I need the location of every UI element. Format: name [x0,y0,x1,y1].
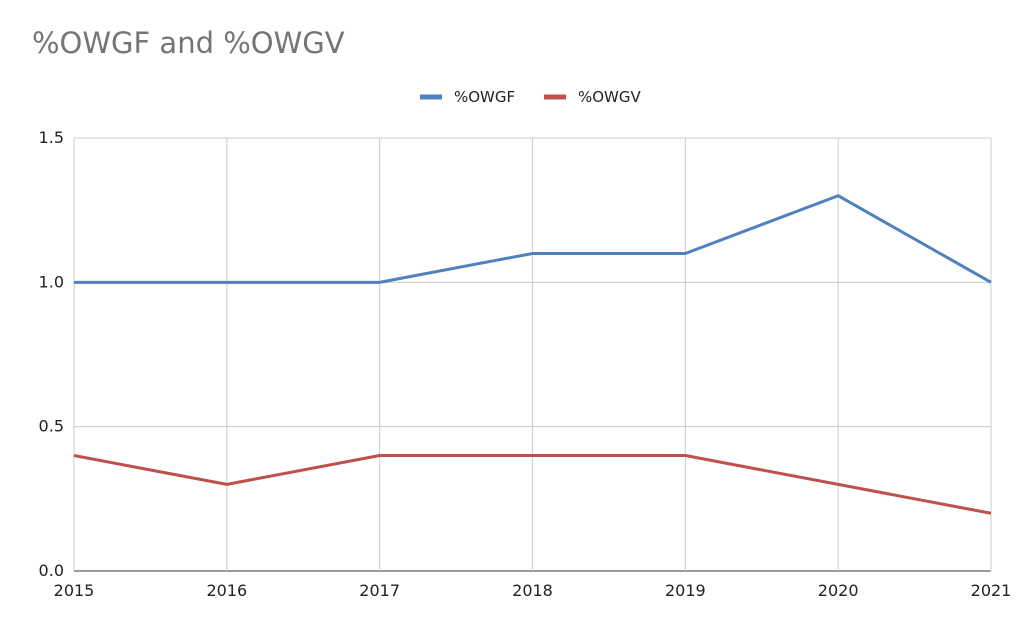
y-tick-label: 1.0 [39,272,64,291]
x-tick-label: 2019 [665,581,706,600]
x-tick-label: 2018 [512,581,553,600]
chart-title: %OWGF and %OWGV [32,26,345,60]
legend-label: %OWGV [578,88,642,106]
series-line-owgf [74,194,992,284]
axes: 0.0 0.5 1.0 1.5 2015 2016 2017 2018 2019 2020 2021 [39,128,1012,600]
x-tick-label: 2021 [971,581,1012,600]
x-tick-label: 2016 [206,581,247,600]
series [73,194,992,515]
x-tick-label: 2017 [359,581,400,600]
y-tick-label: 0.0 [39,561,64,580]
legend-label: %OWGF [454,88,515,106]
y-tick-label: 1.5 [39,128,64,147]
x-tick-label: 2020 [818,581,859,600]
x-tick-label: 2015 [54,581,95,600]
series-line-owgv [73,454,992,515]
y-tick-label: 0.5 [39,417,64,436]
legend: %OWGF %OWGV [420,88,642,106]
